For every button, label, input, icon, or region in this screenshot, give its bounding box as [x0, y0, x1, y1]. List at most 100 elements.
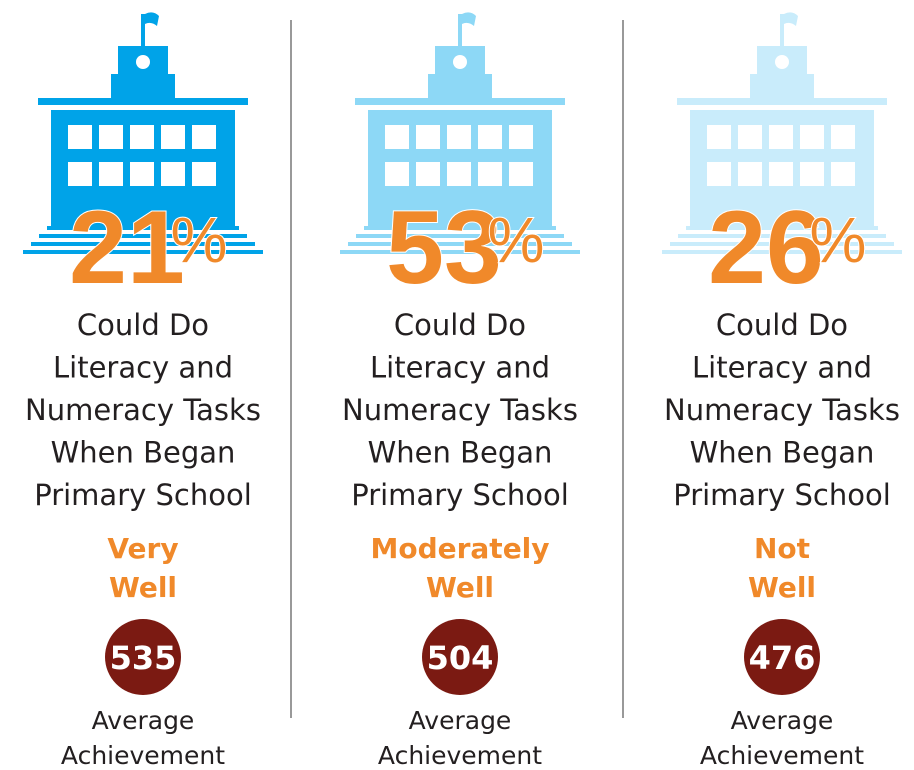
step — [23, 250, 263, 254]
cupola-base — [750, 74, 814, 98]
score-label: Average — [731, 706, 834, 735]
score-label: Achievement — [378, 741, 542, 770]
description-line: Literacy and — [53, 351, 233, 385]
score: 535 — [110, 639, 177, 677]
step — [31, 242, 255, 246]
score-label: Average — [92, 706, 195, 735]
window — [738, 162, 762, 186]
roof — [38, 98, 248, 105]
flag — [462, 12, 476, 26]
step — [678, 234, 886, 238]
window — [738, 125, 762, 149]
achievement-level: Moderately — [370, 532, 549, 565]
window — [130, 125, 154, 149]
step — [39, 234, 247, 238]
window — [161, 162, 185, 186]
window — [707, 125, 731, 149]
window — [707, 162, 731, 186]
window — [478, 162, 502, 186]
score-label: Achievement — [61, 741, 225, 770]
window — [68, 162, 92, 186]
score-label: Average — [409, 706, 512, 735]
step — [364, 226, 556, 230]
window — [800, 162, 824, 186]
description-line: Could Do — [77, 308, 209, 342]
description-line: Numeracy Tasks — [25, 393, 261, 427]
window — [509, 125, 533, 149]
window — [800, 125, 824, 149]
score-badge — [105, 619, 181, 695]
step — [662, 250, 902, 254]
score-badge — [422, 619, 498, 695]
percent: 53 — [386, 190, 502, 306]
percent: 21 — [69, 190, 185, 306]
window — [68, 125, 92, 149]
step — [356, 234, 564, 238]
window — [192, 162, 216, 186]
window — [769, 162, 793, 186]
description-line: Numeracy Tasks — [664, 393, 900, 427]
description-line: Primary School — [34, 478, 252, 512]
percent-sign: % — [488, 204, 545, 276]
window — [416, 125, 440, 149]
school-icon — [662, 12, 902, 254]
window — [478, 125, 502, 149]
percent-sign: % — [810, 204, 867, 276]
window — [161, 125, 185, 149]
window — [99, 125, 123, 149]
window — [831, 125, 855, 149]
description-line: Primary School — [351, 478, 569, 512]
window — [416, 162, 440, 186]
percent-sign: % — [171, 204, 228, 276]
cupola-window — [453, 55, 467, 69]
flag — [145, 12, 159, 26]
window — [509, 162, 533, 186]
school-icon — [23, 12, 263, 254]
step — [47, 226, 239, 230]
step — [670, 242, 894, 246]
step — [340, 250, 580, 254]
school-icon — [340, 12, 580, 254]
window — [192, 125, 216, 149]
description-line: Numeracy Tasks — [342, 393, 578, 427]
description-line: When Began — [368, 436, 553, 470]
description-line: When Began — [690, 436, 875, 470]
step — [686, 226, 878, 230]
achievement-level: Very — [107, 532, 178, 565]
roof — [355, 98, 565, 105]
description-line: Could Do — [394, 308, 526, 342]
description-line: Primary School — [673, 478, 891, 512]
achievement-level: Well — [748, 571, 816, 604]
description-line: Literacy and — [692, 351, 872, 385]
description-line: Literacy and — [370, 351, 550, 385]
window — [831, 162, 855, 186]
window — [447, 125, 471, 149]
cupola-window — [136, 55, 150, 69]
cupola-base — [428, 74, 492, 98]
description-line: Could Do — [716, 308, 848, 342]
window — [99, 162, 123, 186]
window — [385, 162, 409, 186]
window — [130, 162, 154, 186]
window — [385, 125, 409, 149]
roof — [677, 98, 887, 105]
flag-pole — [780, 14, 784, 46]
flag-pole — [141, 14, 145, 46]
achievement-level: Not — [754, 532, 810, 565]
flag-pole — [458, 14, 462, 46]
score: 504 — [427, 639, 494, 677]
score-label: Achievement — [700, 741, 864, 770]
window — [447, 162, 471, 186]
window — [769, 125, 793, 149]
score: 476 — [749, 639, 816, 677]
description-line: When Began — [51, 436, 236, 470]
score-badge — [744, 619, 820, 695]
percent: 26 — [708, 190, 824, 306]
cupola-base — [111, 74, 175, 98]
cupola-window — [775, 55, 789, 69]
achievement-level: Well — [109, 571, 177, 604]
step — [348, 242, 572, 246]
achievement-level: Well — [426, 571, 494, 604]
flag — [784, 12, 798, 26]
